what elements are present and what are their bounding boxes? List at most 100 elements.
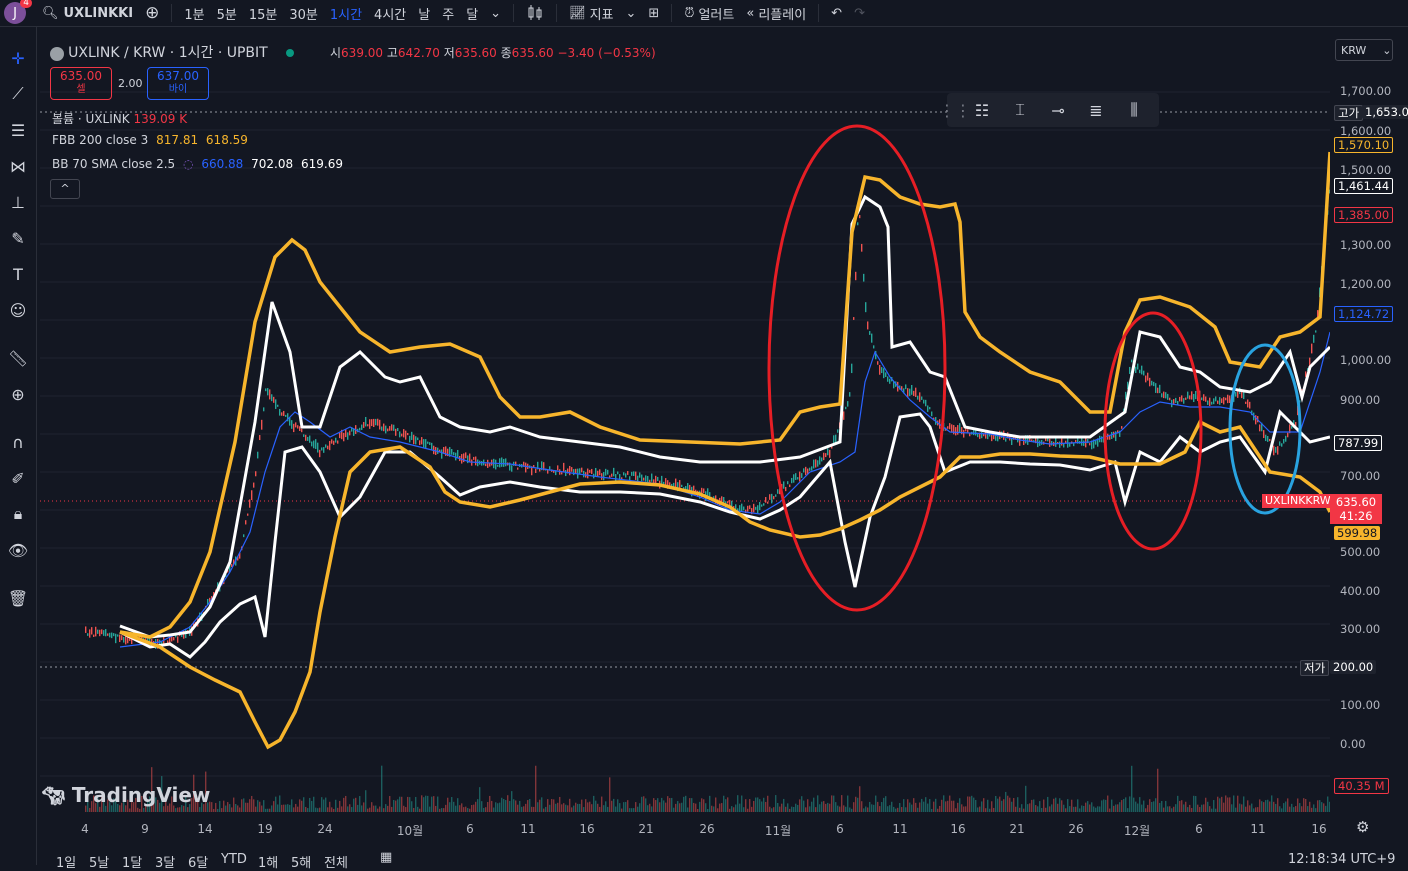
symbol-search[interactable]: 🔍︎ UXLINKKI — [36, 0, 139, 26]
range-5d[interactable]: 5날 — [89, 856, 110, 871]
volume-bar — [335, 799, 337, 812]
chart-canvas[interactable] — [40, 32, 1332, 818]
candle — [307, 436, 309, 441]
sell-button[interactable]: 635.00 셀 — [50, 67, 112, 100]
pattern-icon[interactable]: ⋈ — [10, 156, 26, 176]
chart-pane[interactable] — [40, 32, 1332, 818]
timeframe-4h[interactable]: 4시간 — [374, 7, 407, 23]
lines-settings-icon[interactable]: ≣ — [1089, 100, 1103, 120]
calendar-icon[interactable]: ▦ — [380, 850, 393, 865]
volume-bar — [339, 800, 341, 812]
volume-bar — [1149, 799, 1151, 812]
zoom-in-icon[interactable]: ⊕ — [11, 384, 25, 404]
range-1d[interactable]: 1일 — [56, 856, 77, 871]
ruler-icon[interactable]: 📏︎ — [7, 348, 29, 368]
redo-icon[interactable]: ↷ — [854, 5, 865, 21]
lock-icon[interactable]: 🔒︎ — [13, 504, 23, 523]
timeframe-1m[interactable]: 1분 — [184, 7, 205, 23]
candle — [925, 399, 927, 407]
range-1y[interactable]: 1해 — [258, 856, 279, 871]
currency-select[interactable]: KRW ⌄ — [1335, 39, 1393, 61]
volume-bar — [343, 797, 345, 812]
settings-gear-icon[interactable]: ⚙ — [1356, 818, 1370, 836]
timeframe-week[interactable]: 주 — [442, 7, 455, 23]
projection-icon[interactable]: ⊥ — [11, 192, 25, 212]
volume-bar — [1053, 798, 1055, 812]
timeframe-30m[interactable]: 30분 — [289, 7, 318, 23]
text-icon[interactable]: T — [13, 264, 23, 284]
timeframe-day[interactable]: 날 — [418, 7, 431, 23]
volume-bar — [417, 806, 419, 812]
candle — [1295, 422, 1297, 427]
price-axis[interactable]: 1,700.00 1,600.00 1,500.00 1,300.00 1,20… — [1262, 32, 1408, 818]
candle-settings-icon[interactable]: ⫼ — [1130, 100, 1138, 119]
volume-bar — [1133, 797, 1135, 812]
alert-button[interactable]: ⏰︎ 얼러트 — [684, 5, 735, 23]
trash-icon[interactable]: 🗑︎ — [7, 588, 29, 608]
layout-grid-icon[interactable]: ⊞ — [648, 5, 660, 21]
candle — [127, 635, 129, 644]
candle — [1129, 366, 1131, 374]
candle — [949, 423, 951, 430]
vertical-range-icon[interactable]: ⌶ — [1015, 100, 1025, 119]
drag-handle-icon[interactable]: ⋮⋮ — [939, 100, 971, 120]
candle — [649, 479, 651, 484]
range-1m[interactable]: 1달 — [122, 856, 143, 871]
magnet-icon[interactable]: ∩ — [12, 432, 24, 452]
brush-icon[interactable]: ✎ — [11, 228, 25, 248]
collapse-legend-button[interactable]: ^ — [50, 179, 80, 199]
candle-type-icon[interactable] — [520, 0, 550, 26]
eye-icon[interactable]: 👁︎ — [7, 540, 29, 560]
crosshair-icon[interactable]: ✛ — [11, 48, 25, 68]
timeframe-month[interactable]: 달 — [466, 7, 479, 23]
range-6m[interactable]: 6달 — [188, 856, 209, 871]
parallel-channel-icon[interactable]: ☷ — [974, 100, 990, 120]
candle — [565, 470, 567, 477]
horizontal-ray-icon[interactable]: ⊸ — [1051, 100, 1065, 120]
chevron-down-icon[interactable]: ⌄ — [490, 5, 502, 21]
clock-display[interactable]: 12:18:34 UTC+9 — [1288, 852, 1396, 867]
candle — [1087, 439, 1089, 444]
emoji-icon[interactable]: ☺ — [9, 300, 27, 320]
volume-bar — [1257, 807, 1259, 812]
undo-icon[interactable]: ↶ — [831, 5, 843, 21]
candle — [883, 368, 885, 379]
volume-bar — [283, 804, 285, 812]
horizontal-lines-icon[interactable]: ☰ — [10, 120, 26, 140]
volume-bar — [573, 805, 575, 812]
buy-button[interactable]: 637.00 바이 — [147, 67, 209, 100]
candle — [617, 471, 619, 475]
volume-bar — [989, 808, 991, 812]
candle — [595, 467, 597, 477]
candle — [775, 494, 777, 497]
user-avatar[interactable]: J 4 — [4, 0, 32, 24]
timeframe-15m[interactable]: 15분 — [248, 7, 278, 23]
volume-bar — [799, 799, 801, 812]
volume-bar — [619, 803, 621, 812]
volume-bar — [1211, 808, 1213, 812]
volume-bar — [667, 796, 669, 812]
symbol-title[interactable]: UXLINK / KRW · 1시간 · UPBIT — [68, 45, 268, 61]
compare-add-button[interactable]: ⊕ — [145, 3, 160, 23]
range-all[interactable]: 전체 — [324, 856, 348, 871]
volume-bar — [579, 803, 581, 812]
candle — [833, 435, 835, 446]
indicators-button[interactable]: 📈︎ 지표 — [569, 5, 614, 23]
range-5y[interactable]: 5해 — [291, 856, 312, 871]
volume-bar — [869, 801, 871, 812]
volume-bar — [323, 799, 325, 812]
volume-bar — [751, 806, 753, 812]
time-axis[interactable]: 4 9 14 19 24 10월 6 11 16 21 26 11월 6 11 16 21 26 12월 6 11 16 — [40, 818, 1330, 840]
chevron-down-icon[interactable]: ⌄ — [625, 5, 637, 21]
range-3m[interactable]: 3달 — [155, 856, 176, 871]
timeframe-5m[interactable]: 5분 — [216, 7, 237, 23]
candle — [293, 423, 295, 433]
lock-drawing-icon[interactable]: ✐ — [11, 468, 25, 488]
volume-bar — [115, 798, 117, 812]
range-ytd[interactable]: YTD — [221, 852, 247, 867]
candle — [673, 482, 675, 489]
candle — [1175, 397, 1177, 403]
timeframe-1h[interactable]: 1시간 — [329, 7, 363, 23]
trend-line-icon[interactable]: ⟋ — [12, 84, 24, 103]
replay-button[interactable]: « 리플레이 — [746, 5, 807, 23]
